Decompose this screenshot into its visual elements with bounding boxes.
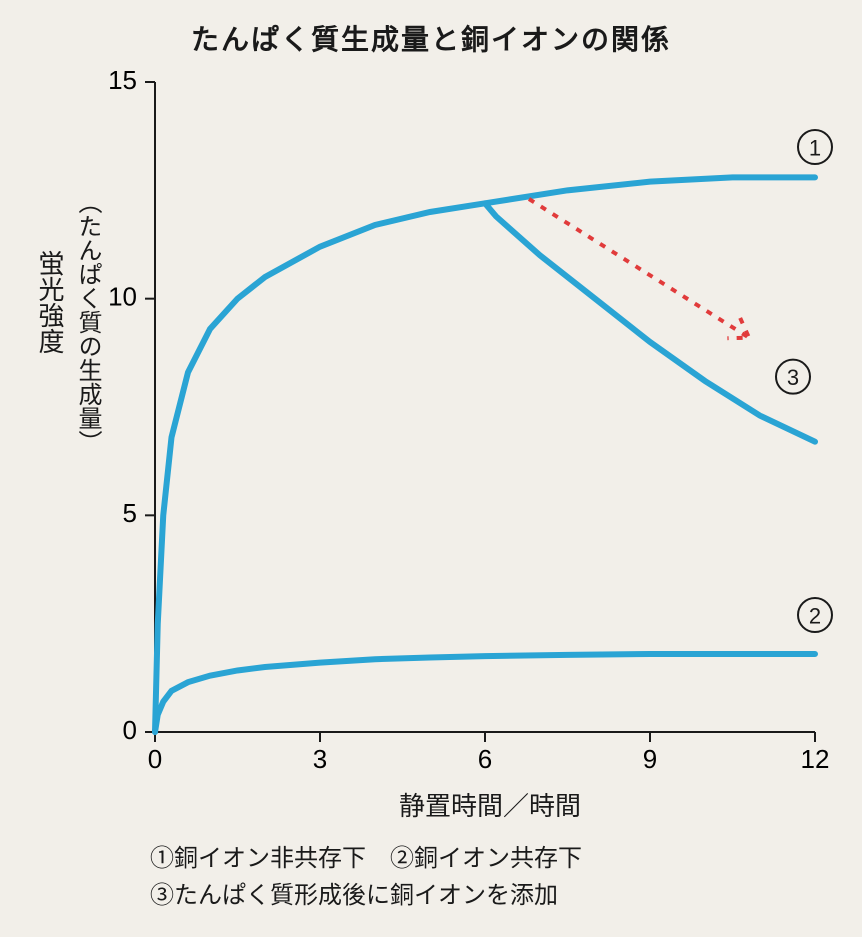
svg-text:12: 12 xyxy=(801,744,830,774)
series-1-line xyxy=(155,177,815,732)
svg-text:6: 6 xyxy=(478,744,492,774)
svg-text:9: 9 xyxy=(643,744,657,774)
chart-page: { "title": { "text": "たんぱく質生成量と銅イオンの関係",… xyxy=(0,0,862,937)
svg-text:0: 0 xyxy=(123,715,137,745)
svg-text:2: 2 xyxy=(809,604,821,629)
legend-line-1: ①銅イオン非共存下 ②銅イオン共存下 xyxy=(150,840,582,877)
series-3-marker: 3 xyxy=(776,360,810,394)
svg-text:3: 3 xyxy=(313,744,327,774)
trend-arrow xyxy=(529,199,749,338)
series-3-line xyxy=(485,203,815,441)
legend-caption: ①銅イオン非共存下 ②銅イオン共存下 ③たんぱく質形成後に銅イオンを添加 xyxy=(150,840,582,914)
svg-text:0: 0 xyxy=(148,744,162,774)
svg-text:15: 15 xyxy=(108,65,137,95)
series-1-marker: 1 xyxy=(798,130,832,164)
svg-text:3: 3 xyxy=(787,365,799,390)
series-2-line xyxy=(155,654,815,732)
legend-line-2: ③たんぱく質形成後に銅イオンを添加 xyxy=(150,877,582,914)
series-2-marker: 2 xyxy=(798,598,832,632)
svg-text:1: 1 xyxy=(809,136,821,161)
svg-text:5: 5 xyxy=(123,498,137,528)
x-axis-label: 静置時間／時間 xyxy=(300,786,680,823)
svg-text:10: 10 xyxy=(108,282,137,312)
